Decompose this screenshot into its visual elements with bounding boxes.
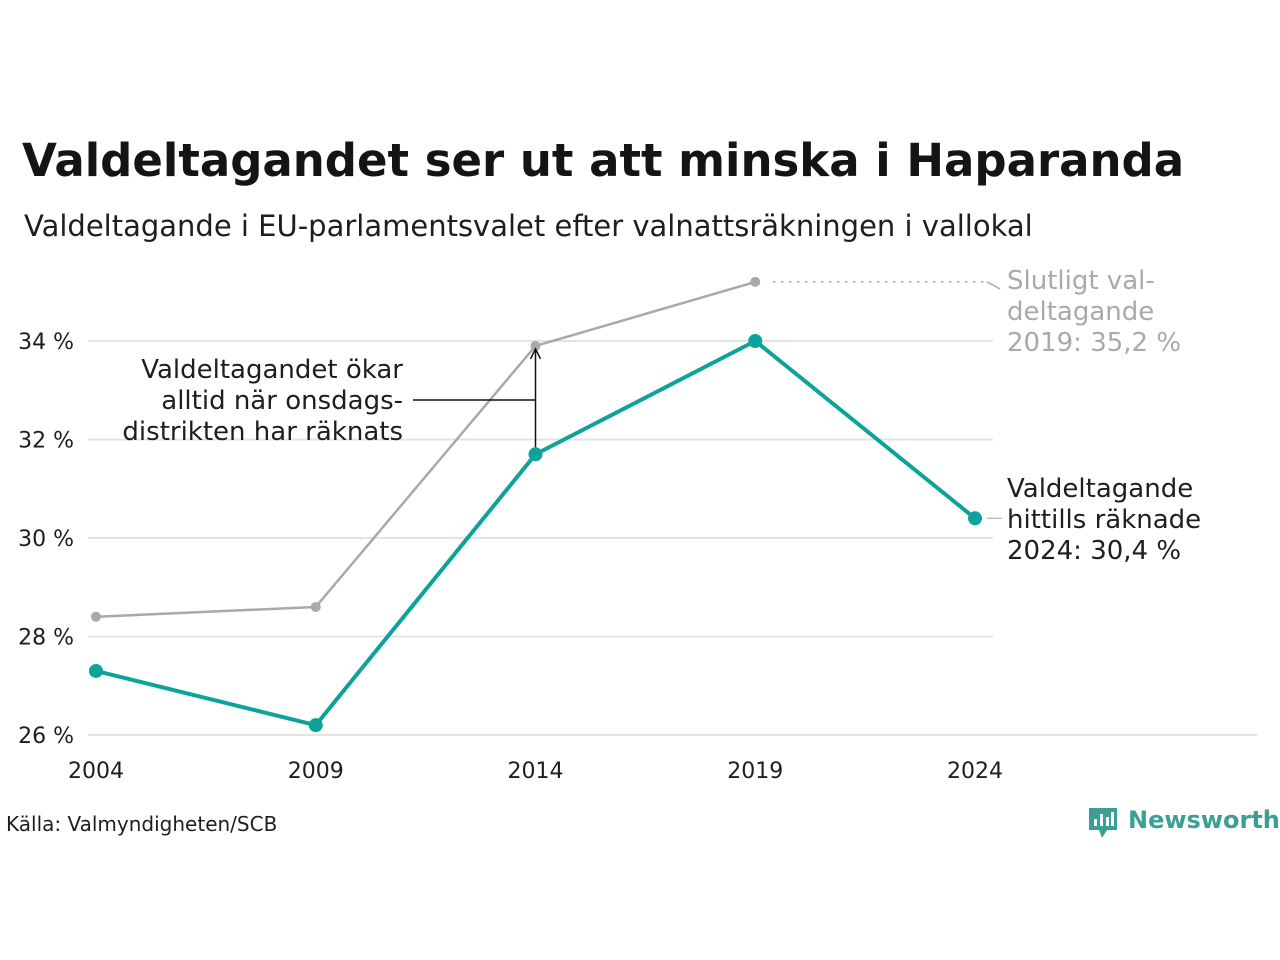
x-tick-label: 2019 [727,759,783,784]
x-tick-label: 2014 [508,759,564,784]
data-point [968,511,982,526]
source-note: Källa: Valmyndigheten/SCB [6,812,277,836]
annotations: Slutligt val-deltagande 2019: 35,2 % Valde… [122,266,1201,566]
x-axis-labels: 2004 2009 2014 2019 2024 [68,759,1003,784]
y-tick-label: 32 % [18,429,74,454]
data-point [89,663,103,678]
data-point [91,611,101,622]
data-point [530,340,541,351]
series-line [95,280,756,619]
gap-arrow-head [529,347,542,360]
chart-title: Valdeltagandet ser ut att minska i Hapar… [22,134,1184,187]
y-tick-label: 26 % [18,724,74,749]
series-counted-turnout [89,334,982,733]
data-point [748,334,763,348]
final-leader-tick [986,281,1001,290]
chart-subtitle: Valdeltagande i EU-parlamentsvalet efter… [24,209,1033,243]
final-turnout-label: Slutligt val-deltagande 2019: 35,2 % [1007,266,1181,358]
newsworthy-logo: Newsworthy [1089,806,1280,838]
grid-lines [88,340,1257,736]
y-tick-label: 30 % [18,527,74,552]
logo-chart-icon [1089,808,1117,838]
data-point [750,276,761,287]
x-tick-label: 2004 [68,759,124,784]
brand-name: Newsworthy [1128,806,1280,834]
gap-label: Valdeltagandet ökar alltid när onsdags-di… [122,355,403,447]
data-point [528,447,543,462]
data-point [310,601,321,612]
data-point [308,718,323,733]
series-final-turnout [91,276,761,622]
x-tick-label: 2009 [288,759,344,784]
y-tick-label: 28 % [18,626,74,651]
y-axis-labels: 26 % 28 % 30 % 32 % 34 % [18,330,74,749]
y-tick-label: 34 % [18,330,74,355]
current-turnout-label: Valdeltagande hittills räknade 2024: 30,4 … [1007,474,1201,566]
x-tick-label: 2024 [947,759,1003,784]
